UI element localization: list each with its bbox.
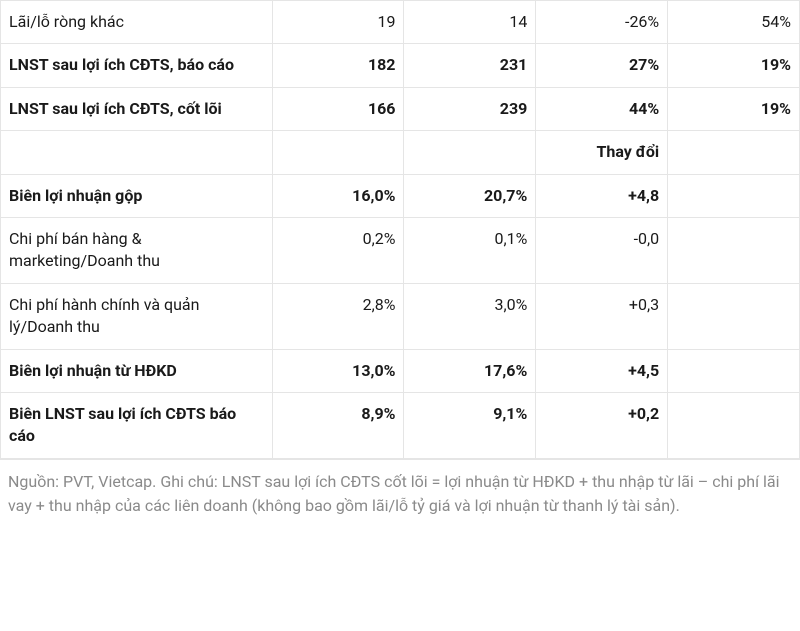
change-header-label: Thay đổi [536, 131, 668, 174]
cell-col4 [668, 283, 800, 349]
row-label: Biên lợi nhuận từ HĐKD [1, 349, 273, 392]
cell-col3: 44% [536, 87, 668, 130]
cell-col1: 16,0% [272, 174, 404, 217]
table-row: LNST sau lợi ích CĐTS, cốt lõi16623944%1… [1, 87, 800, 130]
cell-col1: 19 [272, 1, 404, 44]
cell-col4 [668, 174, 800, 217]
cell-col3: +4,8 [536, 174, 668, 217]
cell-col1: 182 [272, 44, 404, 87]
row-label: Biên lợi nhuận gộp [1, 174, 273, 217]
cell-col2: 0,1% [404, 217, 536, 283]
cell-col1: 0,2% [272, 217, 404, 283]
cell-col1: 166 [272, 87, 404, 130]
table-row: Biên lợi nhuận gộp16,0%20,7%+4,8 [1, 174, 800, 217]
cell-col4: 54% [668, 1, 800, 44]
empty-cell [668, 131, 800, 174]
row-label: Lãi/lỗ ròng khác [1, 1, 273, 44]
cell-col4: 19% [668, 87, 800, 130]
row-label: Chi phí hành chính và quản lý/Doanh thu [1, 283, 273, 349]
cell-col3: +4,5 [536, 349, 668, 392]
cell-col2: 231 [404, 44, 536, 87]
source-footnote: Nguồn: PVT, Vietcap. Ghi chú: LNST sau l… [0, 459, 800, 526]
cell-col4 [668, 392, 800, 458]
cell-col2: 9,1% [404, 392, 536, 458]
cell-col1: 13,0% [272, 349, 404, 392]
row-label: Chi phí bán hàng & marketing/Doanh thu [1, 217, 273, 283]
table-row: Chi phí bán hàng & marketing/Doanh thu0,… [1, 217, 800, 283]
empty-cell [1, 131, 273, 174]
cell-col2: 17,6% [404, 349, 536, 392]
table-row: Lãi/lỗ ròng khác1914-26%54% [1, 1, 800, 44]
financial-table: Lãi/lỗ ròng khác1914-26%54%LNST sau lợi … [0, 0, 800, 459]
cell-col3: -26% [536, 1, 668, 44]
cell-col3: +0,2 [536, 392, 668, 458]
table-row: LNST sau lợi ích CĐTS, báo cáo18223127%1… [1, 44, 800, 87]
cell-col1: 8,9% [272, 392, 404, 458]
table-row: Chi phí hành chính và quản lý/Doanh thu2… [1, 283, 800, 349]
change-header-row: Thay đổi [1, 131, 800, 174]
cell-col2: 20,7% [404, 174, 536, 217]
cell-col2: 14 [404, 1, 536, 44]
row-label: Biên LNST sau lợi ích CĐTS báo cáo [1, 392, 273, 458]
row-label: LNST sau lợi ích CĐTS, cốt lõi [1, 87, 273, 130]
cell-col4 [668, 217, 800, 283]
empty-cell [404, 131, 536, 174]
cell-col3: +0,3 [536, 283, 668, 349]
table-row: Biên lợi nhuận từ HĐKD13,0%17,6%+4,5 [1, 349, 800, 392]
cell-col4 [668, 349, 800, 392]
row-label: LNST sau lợi ích CĐTS, báo cáo [1, 44, 273, 87]
cell-col2: 239 [404, 87, 536, 130]
empty-cell [272, 131, 404, 174]
cell-col2: 3,0% [404, 283, 536, 349]
cell-col4: 19% [668, 44, 800, 87]
cell-col3: 27% [536, 44, 668, 87]
cell-col1: 2,8% [272, 283, 404, 349]
table-row: Biên LNST sau lợi ích CĐTS báo cáo8,9%9,… [1, 392, 800, 458]
cell-col3: -0,0 [536, 217, 668, 283]
